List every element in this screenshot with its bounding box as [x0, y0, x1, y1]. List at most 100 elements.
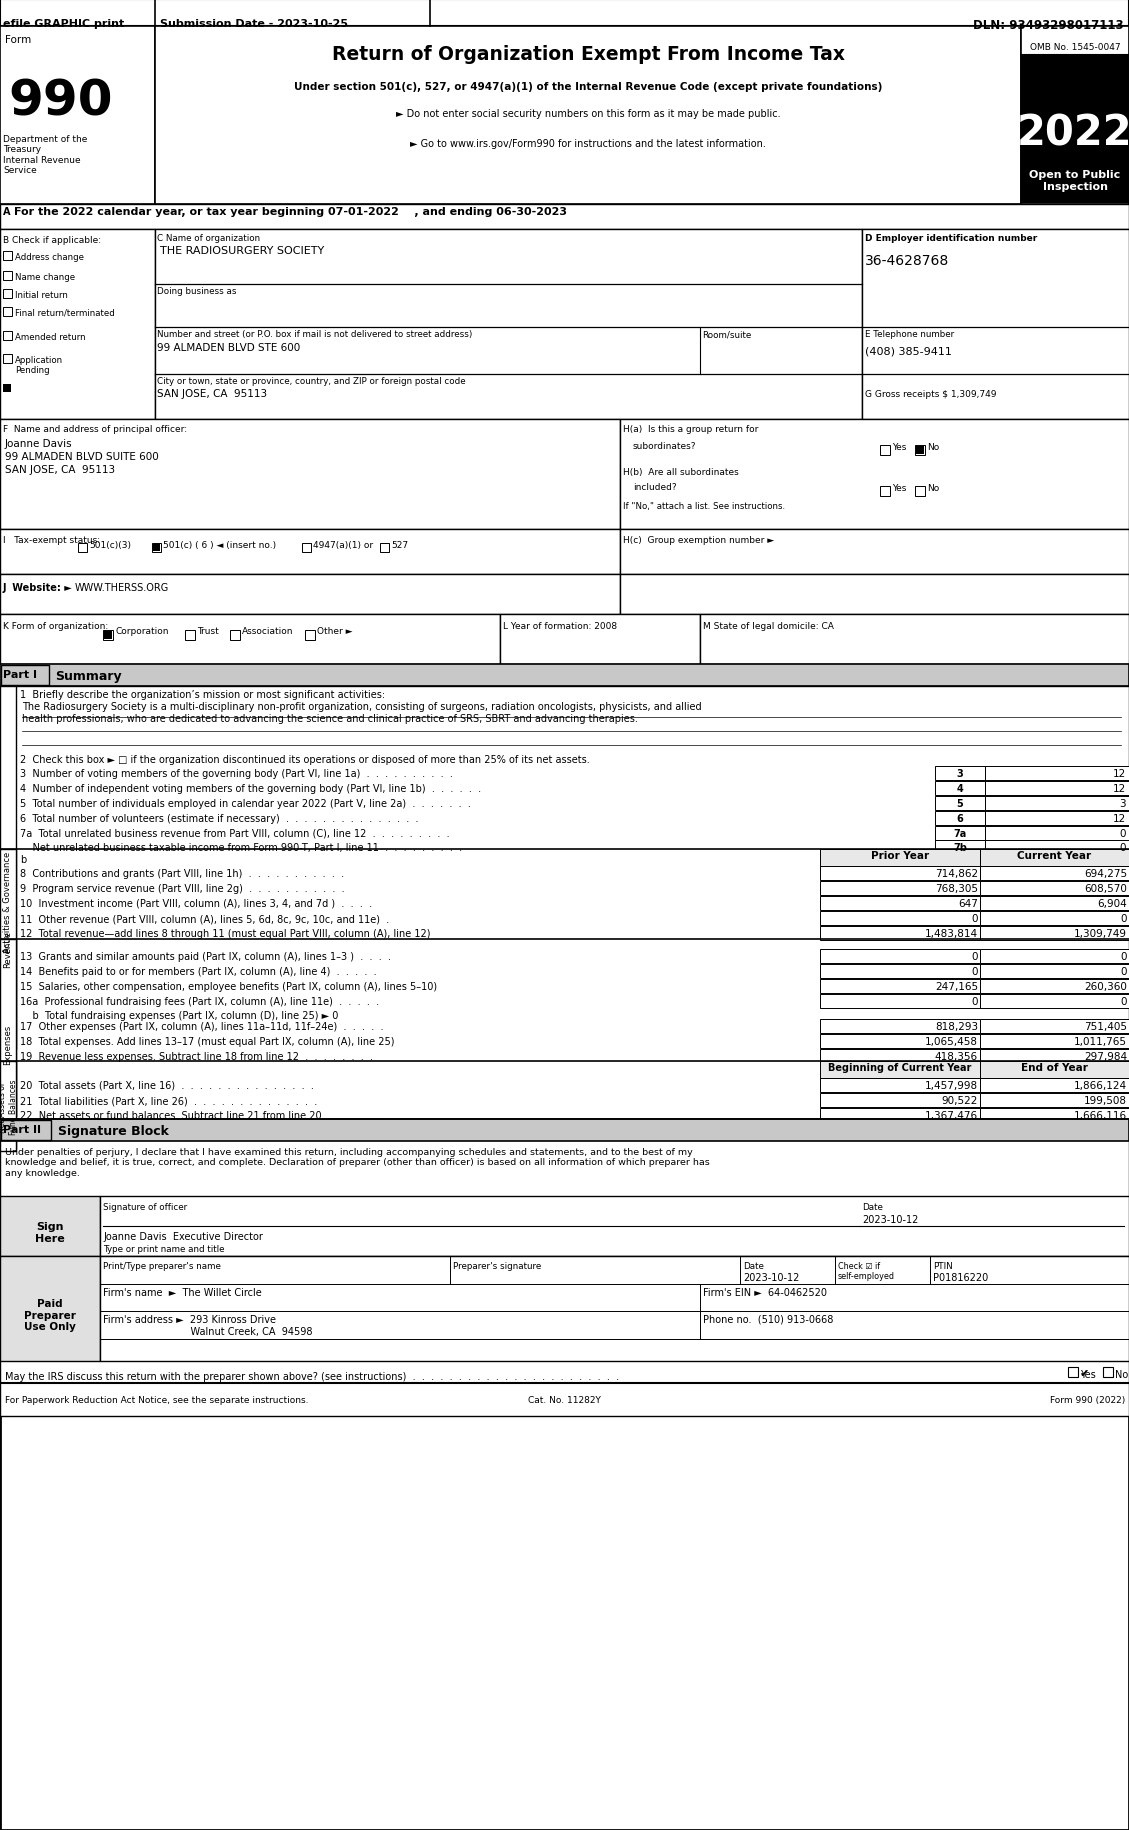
Text: K Form of organization:: K Form of organization: [3, 622, 108, 631]
Bar [3, 273, 12, 280]
Text: If "No," attach a list. See instructions.: If "No," attach a list. See instructions… [623, 501, 785, 511]
Text: J  Website: ►: J Website: ► [3, 582, 72, 593]
Text: 4  Number of independent voting members of the governing body (Part VI, line 1b): 4 Number of independent voting members o… [20, 783, 481, 794]
Bar [0, 0, 1129, 27]
Text: Date: Date [863, 1202, 883, 1211]
Text: Check ☑ if
self-employed: Check ☑ if self-employed [838, 1261, 895, 1281]
Bar [0, 231, 155, 419]
Bar [152, 544, 161, 553]
Text: Joanne Davis: Joanne Davis [5, 439, 72, 448]
Text: 751,405: 751,405 [1084, 1021, 1127, 1032]
Text: 0: 0 [1120, 842, 1126, 853]
Bar [820, 1061, 980, 1078]
Bar [820, 964, 980, 979]
Bar [380, 544, 390, 553]
Text: WWW.THERSS.ORG: WWW.THERSS.ORG [75, 582, 169, 593]
Text: 418,356: 418,356 [935, 1052, 978, 1061]
Text: 694,275: 694,275 [1084, 869, 1127, 878]
Text: 0: 0 [1120, 997, 1127, 1006]
Bar [980, 1061, 1129, 1078]
Text: 12: 12 [1113, 783, 1126, 794]
Text: G Gross receipts $ 1,309,749: G Gross receipts $ 1,309,749 [865, 390, 997, 399]
Text: subordinates?: subordinates? [633, 441, 697, 450]
Bar [863, 231, 1129, 419]
Bar [1, 1120, 51, 1140]
Text: 17  Other expenses (Part IX, column (A), lines 11a–11d, 11f–24e)  .  .  .  .  .: 17 Other expenses (Part IX, column (A), … [20, 1021, 384, 1032]
Text: Department of the
Treasury
Internal Revenue
Service: Department of the Treasury Internal Reve… [3, 135, 87, 176]
Text: 2023-10-12: 2023-10-12 [743, 1272, 799, 1283]
Bar [879, 447, 890, 456]
Text: Form: Form [5, 35, 32, 46]
Text: C Name of organization: C Name of organization [157, 234, 260, 243]
Text: 15  Salaries, other compensation, employee benefits (Part IX, column (A), lines : 15 Salaries, other compensation, employe… [20, 981, 437, 992]
Text: 3  Number of voting members of the governing body (Part VI, line 1a)  .  .  .  .: 3 Number of voting members of the govern… [20, 769, 453, 778]
Bar [820, 911, 980, 926]
Text: Initial return: Initial return [15, 291, 68, 300]
Text: I   Tax-exempt status:: I Tax-exempt status: [3, 536, 100, 545]
Bar [984, 811, 1129, 825]
Bar [230, 631, 240, 640]
Text: 0: 0 [1120, 913, 1127, 924]
Text: Type or print name and title: Type or print name and title [103, 1244, 225, 1254]
Text: E Telephone number: E Telephone number [865, 329, 954, 339]
Text: 0: 0 [1120, 966, 1127, 977]
Text: 11  Other revenue (Part VIII, column (A), lines 5, 6d, 8c, 9c, 10c, and 11e)  .: 11 Other revenue (Part VIII, column (A),… [20, 913, 390, 924]
Bar [620, 419, 1129, 529]
Bar [820, 1093, 980, 1107]
Text: Association: Association [242, 626, 294, 635]
Bar [980, 1078, 1129, 1093]
Text: 199,508: 199,508 [1084, 1096, 1127, 1105]
Text: Cat. No. 11282Y: Cat. No. 11282Y [527, 1394, 601, 1404]
Bar [820, 882, 980, 895]
Text: Application
Pending: Application Pending [15, 355, 63, 375]
Bar [1068, 1367, 1078, 1378]
Text: Walnut Creek, CA  94598: Walnut Creek, CA 94598 [103, 1327, 313, 1336]
Text: Room/suite: Room/suite [702, 329, 751, 339]
Text: Date: Date [743, 1261, 764, 1270]
Bar [0, 1120, 1129, 1142]
Bar [820, 979, 980, 994]
Text: 818,293: 818,293 [935, 1021, 978, 1032]
Bar [820, 994, 980, 1008]
Text: Net Assets or
Fund Balances: Net Assets or Fund Balances [0, 1078, 18, 1135]
Text: health professionals, who are dedicated to advancing the science and clinical pr: health professionals, who are dedicated … [21, 714, 638, 723]
Text: 4: 4 [956, 783, 963, 794]
Text: 2022: 2022 [1017, 112, 1129, 154]
Text: 90,522: 90,522 [942, 1096, 978, 1105]
Bar [820, 849, 980, 867]
Text: 0: 0 [971, 913, 978, 924]
Text: P: P [3, 946, 12, 952]
Text: 99 ALMADEN BLVD STE 600: 99 ALMADEN BLVD STE 600 [157, 342, 300, 353]
Text: 2  Check this box ► □ if the organization discontinued its operations or dispose: 2 Check this box ► □ if the organization… [20, 754, 589, 765]
Bar [935, 767, 984, 781]
Text: 5: 5 [956, 798, 963, 809]
Bar [3, 384, 11, 393]
Text: 608,570: 608,570 [1084, 884, 1127, 893]
Text: 297,984: 297,984 [1084, 1052, 1127, 1061]
Text: 990: 990 [8, 77, 113, 124]
Bar [980, 964, 1129, 979]
Bar [935, 840, 984, 855]
Bar [935, 827, 984, 840]
Bar [0, 664, 1129, 686]
Text: Beginning of Current Year: Beginning of Current Year [829, 1063, 972, 1072]
Text: Under section 501(c), 527, or 4947(a)(1) of the Internal Revenue Code (except pr: Under section 501(c), 527, or 4947(a)(1)… [294, 82, 882, 92]
Bar [3, 307, 12, 317]
Text: 0: 0 [971, 966, 978, 977]
Text: 1,457,998: 1,457,998 [925, 1080, 978, 1091]
Text: 18  Total expenses. Add lines 13–17 (must equal Part IX, column (A), line 25): 18 Total expenses. Add lines 13–17 (must… [20, 1036, 394, 1047]
Bar [914, 487, 925, 496]
Text: Signature Block: Signature Block [58, 1124, 169, 1138]
Bar [820, 897, 980, 911]
Text: No: No [927, 483, 939, 492]
Text: 1,483,814: 1,483,814 [925, 928, 978, 939]
Text: Net unrelated business taxable income from Form 990-T, Part I, line 11  .  .  . : Net unrelated business taxable income fr… [20, 842, 462, 853]
Text: 1,866,124: 1,866,124 [1074, 1080, 1127, 1091]
Text: 1,065,458: 1,065,458 [925, 1036, 978, 1047]
Text: Sign
Here: Sign Here [35, 1221, 64, 1243]
Text: H(c)  Group exemption number ►: H(c) Group exemption number ► [623, 536, 774, 545]
Bar [1021, 27, 1129, 205]
Bar [301, 544, 310, 553]
Bar [620, 575, 1129, 615]
Text: 768,305: 768,305 [935, 884, 978, 893]
